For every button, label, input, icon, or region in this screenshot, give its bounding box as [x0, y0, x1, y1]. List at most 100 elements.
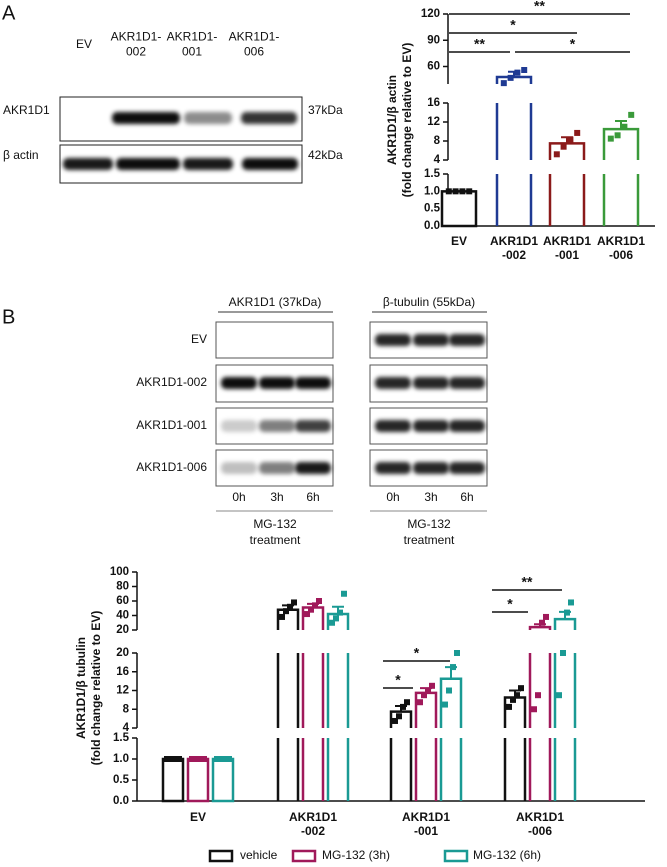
x-tick-label: -001	[414, 824, 438, 838]
data-point	[446, 687, 452, 694]
data-point	[417, 699, 423, 706]
blot-band	[375, 420, 411, 432]
significance-label: **	[534, 0, 545, 14]
data-point	[466, 188, 473, 195]
treatment-label: MG-132	[253, 517, 297, 531]
treatment-label: treatment	[404, 533, 455, 547]
y-tick-label: 60	[427, 61, 440, 73]
data-point	[172, 756, 178, 762]
data-point	[222, 756, 228, 762]
row-label: AKR1D1-006	[136, 460, 207, 474]
data-point	[329, 619, 335, 626]
bar	[528, 738, 552, 801]
bar	[301, 653, 325, 728]
data-point	[539, 619, 545, 626]
y-tick-label: 1.0	[113, 753, 129, 765]
data-point	[450, 664, 456, 671]
data-point	[560, 143, 567, 150]
data-point	[452, 188, 459, 195]
data-point	[574, 129, 581, 136]
bar	[495, 174, 533, 226]
blot-band	[413, 377, 449, 389]
row-label: β actin	[3, 148, 39, 162]
data-point	[279, 613, 285, 620]
data-point	[445, 188, 452, 195]
panel-letter: A	[2, 2, 16, 24]
data-point	[214, 756, 220, 762]
x-tick-label: AKR1D1	[289, 810, 337, 824]
blot-band	[183, 158, 233, 170]
y-tick-label: 60	[116, 595, 129, 607]
lane-label: AKR1D1-	[229, 30, 280, 44]
data-point	[197, 756, 203, 762]
y-tick-label: 8	[123, 703, 130, 715]
significance-label: *	[570, 36, 576, 52]
data-point	[400, 703, 406, 710]
bar	[553, 738, 577, 801]
data-point	[189, 756, 195, 762]
time-label: 3h	[270, 490, 283, 504]
bar	[439, 738, 463, 801]
y-tick-label: 100	[110, 566, 129, 578]
y-tick-label: 80	[116, 581, 129, 593]
treatment-label: MG-132	[407, 517, 451, 531]
bar	[553, 653, 577, 728]
data-point	[287, 603, 293, 610]
time-label: 3h	[424, 490, 437, 504]
bar	[276, 738, 300, 801]
bar	[528, 653, 552, 728]
y-tick-label: 1.0	[424, 185, 440, 197]
y-tick-label: 0.5	[424, 203, 441, 215]
data-point	[283, 608, 289, 615]
bar	[389, 738, 413, 801]
bar	[326, 653, 350, 728]
y-tick-label: 120	[421, 8, 440, 20]
data-point	[392, 717, 398, 724]
y-tick-label: 16	[427, 97, 440, 109]
significance-label: *	[414, 645, 420, 661]
x-tick-label: AKR1D1	[490, 234, 538, 248]
blot-band	[449, 462, 485, 474]
data-point	[396, 713, 402, 720]
y-tick-label: 90	[427, 34, 440, 46]
x-tick-label: -001	[555, 248, 579, 262]
bar	[548, 174, 586, 226]
time-label: 0h	[386, 490, 399, 504]
error-bar	[615, 120, 627, 130]
row-label: EV	[191, 332, 207, 346]
row-size: 42kDa	[308, 148, 343, 162]
lane-label: 006	[244, 45, 264, 59]
blot-band	[413, 462, 449, 474]
data-point	[500, 80, 507, 87]
bar	[301, 738, 325, 801]
x-tick-label: -002	[502, 248, 526, 262]
data-point	[454, 650, 460, 656]
data-point	[312, 602, 318, 609]
treatment-label: treatment	[250, 533, 301, 547]
y-tick-label: 40	[116, 610, 129, 622]
bar	[602, 174, 640, 226]
data-point	[518, 685, 524, 692]
data-point	[614, 132, 621, 139]
data-point	[442, 701, 448, 708]
blot-band	[259, 462, 295, 474]
bar	[495, 103, 533, 160]
significance-label: **	[522, 574, 533, 590]
significance-label: **	[474, 36, 485, 52]
lane-label: AKR1D1-	[167, 30, 218, 44]
y-axis-label: AKR1D1/β tubulin	[74, 637, 88, 739]
data-point	[514, 692, 520, 699]
x-tick-label: AKR1D1	[516, 810, 564, 824]
y-tick-label: 1.5	[424, 168, 441, 180]
data-point	[404, 699, 410, 706]
bar	[389, 710, 413, 728]
bar	[186, 757, 210, 803]
data-point	[560, 650, 566, 656]
data-point	[510, 696, 516, 703]
x-tick-label: AKR1D1	[597, 234, 645, 248]
blot-band	[375, 462, 411, 474]
legend-label: MG-132 (6h)	[473, 848, 541, 862]
column-label: AKR1D1 (37kDa)	[229, 295, 322, 309]
data-point	[218, 756, 224, 762]
